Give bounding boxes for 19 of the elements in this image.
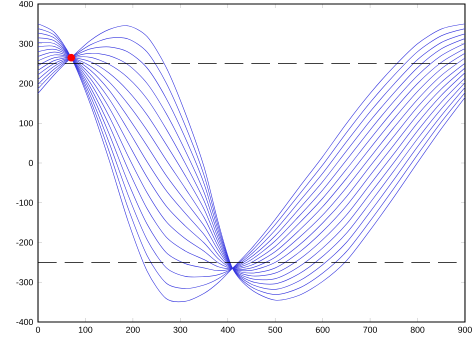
x-tick-label: 0 bbox=[36, 326, 40, 333]
y-tick-label: -400 bbox=[16, 318, 33, 326]
x-tick-label: 800 bbox=[410, 326, 424, 333]
x-tick-label: 100 bbox=[78, 326, 92, 333]
y-tick-label: 400 bbox=[19, 0, 33, 8]
x-tick-label: 300 bbox=[173, 326, 188, 333]
x-tick-label: 900 bbox=[458, 326, 472, 333]
x-tick-label: 400 bbox=[220, 326, 235, 333]
y-tick-label: 100 bbox=[20, 120, 33, 126]
x-tick-label: 200 bbox=[126, 326, 140, 333]
x-tick-label: 500 bbox=[268, 326, 282, 333]
y-tick-label: -200 bbox=[16, 239, 33, 246]
y-tick-label: -100 bbox=[16, 200, 33, 206]
y-tick-label: 200 bbox=[19, 80, 33, 87]
y-tick-label: 0 bbox=[28, 160, 33, 166]
y-tick-label: -300 bbox=[16, 279, 33, 286]
x-tick-label: 700 bbox=[363, 326, 377, 333]
y-tick-label: 300 bbox=[19, 40, 33, 47]
x-tick-label: 600 bbox=[316, 326, 330, 333]
